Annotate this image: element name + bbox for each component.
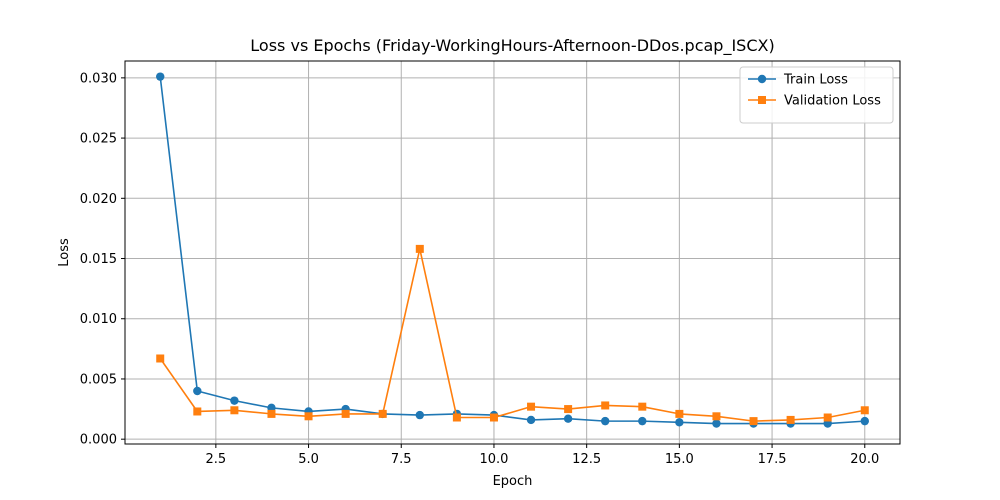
ticks: 2.5 5.0 7.5 10.0 12.5 15.0 17.5 20.0 0.000 0.005 0… (80, 71, 879, 467)
data-point (563, 414, 573, 423)
legend-marker (757, 74, 767, 84)
data-point (712, 419, 721, 428)
data-point (193, 407, 202, 416)
plot-frame (124, 60, 901, 445)
x-tick-label: 12.5 (572, 452, 601, 467)
data-point (675, 409, 684, 418)
data-point (341, 409, 350, 418)
x-tick-label: 17.5 (758, 452, 787, 467)
data-point (638, 402, 647, 411)
data-point (156, 354, 165, 363)
data-point (601, 416, 610, 426)
data-point (526, 415, 536, 425)
y-tick-label: 0.020 (80, 192, 117, 207)
x-axis-label: Epoch (493, 474, 533, 489)
y-tick-label: 0.015 (80, 252, 117, 267)
data-point (156, 72, 165, 81)
data-point (860, 416, 869, 426)
data-point (638, 416, 647, 426)
data-point (230, 396, 239, 405)
data-point (860, 406, 869, 415)
x-tick-label: 2.5 (206, 452, 227, 467)
data-point (193, 386, 202, 396)
y-tick-label: 0.005 (80, 372, 117, 387)
data-point (415, 244, 424, 253)
legend-box (739, 66, 894, 124)
data-point (564, 405, 573, 414)
series-line-1 (159, 76, 865, 425)
data-point (786, 415, 795, 424)
x-tick-label: 5.0 (298, 452, 319, 467)
data-point (527, 402, 536, 411)
data-point (489, 413, 498, 422)
data-point (749, 417, 758, 426)
chart-title: Loss vs Epochs (Friday-WorkingHours-Afte… (250, 36, 774, 56)
data-point (304, 412, 313, 421)
series-layer (156, 72, 869, 428)
data-point (378, 409, 387, 418)
series-line-2 (159, 248, 865, 422)
legend-label: Validation Loss (784, 94, 881, 109)
x-tick-label: 7.5 (391, 452, 412, 467)
x-tick-label: 20.0 (850, 452, 879, 467)
y-tick-label: 0.025 (80, 132, 117, 147)
y-tick-label: 0.010 (80, 312, 117, 327)
y-tick-label: 0.000 (80, 433, 117, 448)
data-point (601, 401, 610, 410)
grid (125, 61, 900, 444)
legend-marker (758, 96, 766, 104)
legend-label: Train Loss (783, 73, 848, 88)
data-point (823, 413, 832, 422)
data-point (267, 409, 276, 418)
x-tick-label: 15.0 (665, 452, 694, 467)
y-axis-label: Loss (57, 238, 72, 267)
data-point (452, 413, 461, 422)
data-point (230, 406, 239, 415)
y-tick-label: 0.030 (80, 71, 117, 86)
data-point (712, 412, 721, 421)
data-point (415, 410, 424, 420)
data-point (675, 418, 684, 427)
x-tick-label: 10.0 (479, 452, 508, 467)
legend: Train Loss Validation Loss (739, 66, 894, 124)
